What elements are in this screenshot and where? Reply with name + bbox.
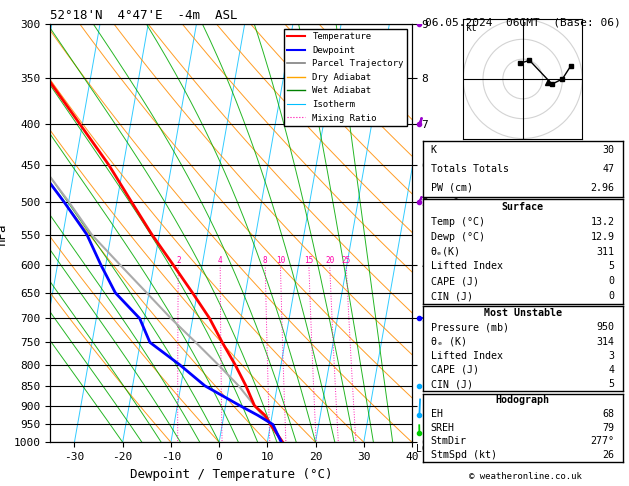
Text: 12.9: 12.9 — [591, 231, 615, 242]
Text: StmDir: StmDir — [431, 436, 467, 446]
Text: Totals Totals: Totals Totals — [431, 164, 509, 174]
Text: Lifted Index: Lifted Index — [431, 261, 503, 272]
Y-axis label: hPa: hPa — [0, 222, 8, 244]
Text: 10: 10 — [276, 256, 285, 265]
Text: 79: 79 — [603, 423, 615, 433]
Text: Lifted Index: Lifted Index — [431, 351, 503, 361]
Text: Surface: Surface — [502, 202, 543, 212]
Text: 20: 20 — [325, 256, 335, 265]
Text: 0: 0 — [609, 277, 615, 286]
Text: SREH: SREH — [431, 423, 455, 433]
Text: 25: 25 — [342, 256, 351, 265]
Text: Mixing Ratio (g/kg): Mixing Ratio (g/kg) — [454, 177, 464, 289]
Text: 8: 8 — [263, 256, 267, 265]
Text: CAPE (J): CAPE (J) — [431, 277, 479, 286]
Text: K: K — [431, 145, 437, 155]
Text: 06.05.2024  06GMT  (Base: 06): 06.05.2024 06GMT (Base: 06) — [425, 17, 620, 27]
Text: 47: 47 — [603, 164, 615, 174]
Text: LCL: LCL — [416, 444, 433, 453]
Text: 30: 30 — [603, 145, 615, 155]
Text: 0: 0 — [609, 291, 615, 301]
Text: CIN (J): CIN (J) — [431, 379, 472, 389]
Text: © weatheronline.co.uk: © weatheronline.co.uk — [469, 472, 582, 481]
Text: 5: 5 — [609, 379, 615, 389]
Text: EH: EH — [431, 409, 443, 419]
Text: kt: kt — [465, 23, 477, 33]
Text: 4: 4 — [609, 365, 615, 375]
Text: 5: 5 — [609, 261, 615, 272]
Text: θₑ(K): θₑ(K) — [431, 246, 460, 257]
Text: PW (cm): PW (cm) — [431, 183, 472, 192]
Text: StmSpd (kt): StmSpd (kt) — [431, 450, 497, 460]
Text: Temp (°C): Temp (°C) — [431, 217, 485, 226]
Text: 2.96: 2.96 — [591, 183, 615, 192]
Text: CIN (J): CIN (J) — [431, 291, 472, 301]
Text: 52°18'N  4°47'E  -4m  ASL: 52°18'N 4°47'E -4m ASL — [50, 9, 238, 22]
Text: Pressure (mb): Pressure (mb) — [431, 322, 509, 332]
Text: 277°: 277° — [591, 436, 615, 446]
Text: Dewp (°C): Dewp (°C) — [431, 231, 485, 242]
Text: 68: 68 — [603, 409, 615, 419]
Text: 4: 4 — [218, 256, 223, 265]
Text: 15: 15 — [304, 256, 313, 265]
Y-axis label: km
ASL: km ASL — [439, 233, 459, 255]
Text: 311: 311 — [597, 246, 615, 257]
Legend: Temperature, Dewpoint, Parcel Trajectory, Dry Adiabat, Wet Adiabat, Isotherm, Mi: Temperature, Dewpoint, Parcel Trajectory… — [284, 29, 408, 126]
Text: 3: 3 — [609, 351, 615, 361]
Text: CAPE (J): CAPE (J) — [431, 365, 479, 375]
Text: Hodograph: Hodograph — [496, 396, 550, 405]
Text: Most Unstable: Most Unstable — [484, 308, 562, 318]
Text: 2: 2 — [176, 256, 181, 265]
X-axis label: Dewpoint / Temperature (°C): Dewpoint / Temperature (°C) — [130, 468, 332, 481]
Text: 950: 950 — [597, 322, 615, 332]
Text: 13.2: 13.2 — [591, 217, 615, 226]
Text: 314: 314 — [597, 337, 615, 347]
Text: θₑ (K): θₑ (K) — [431, 337, 467, 347]
Text: 26: 26 — [603, 450, 615, 460]
